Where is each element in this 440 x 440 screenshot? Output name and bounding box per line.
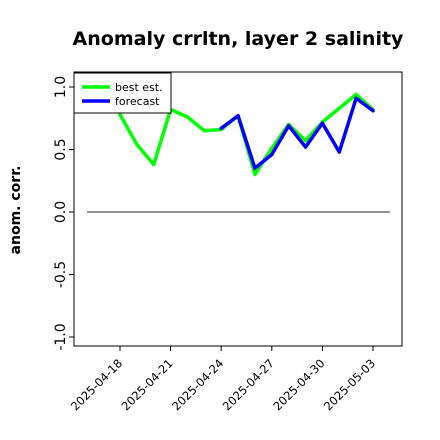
data-point-best-est [185,115,190,119]
data-point-best-est [337,106,341,110]
data-point-forecast [371,109,375,113]
data-point-best-est [270,146,274,150]
data-point-best-est [354,92,358,97]
legend-box [73,72,172,114]
data-point-forecast [303,145,308,149]
x-tick-label: 2025-05-03 [321,356,378,413]
data-point-forecast [236,114,240,118]
x-tick-label: 2025-04-24 [169,356,226,413]
x-tick-label: 2025-04-30 [270,356,327,413]
series-line-forecast [219,96,375,170]
data-point-best-est [135,142,139,147]
y-tick-label: 0.0 [53,201,69,223]
legend-label: best est. [115,81,163,94]
data-point-forecast [320,121,324,125]
data-point-forecast [219,126,223,130]
y-tick-label: -1.0 [53,323,69,350]
data-point-forecast [270,152,274,157]
data-point-forecast [287,124,291,128]
y-axis: -1.0 -0.5 0.0 0.5 1.0 [53,76,74,351]
legend-label: forecast [115,95,160,108]
x-tick-label: 2025-04-18 [68,356,125,413]
data-point-forecast [337,150,341,154]
y-tick-label: -0.5 [53,261,69,288]
y-axis-label: anom. corr. [8,166,24,255]
data-point-forecast [253,166,257,170]
chart-title: Anomaly crrltn, layer 2 salinity [73,28,404,50]
x-tick-label: 2025-04-27 [220,356,277,413]
x-axis: 2025-04-182025-04-212025-04-242025-04-27… [68,346,378,413]
data-point-forecast [354,96,358,100]
data-point-best-est [303,139,308,143]
legend: best est.forecast [73,72,172,114]
data-point-best-est [118,112,122,117]
data-point-best-est [152,162,156,167]
data-point-best-est [253,172,257,177]
x-tick-label: 2025-04-21 [119,356,176,413]
data-point-best-est [202,129,206,133]
y-tick-label: 0.5 [53,138,69,160]
y-tick-label: 1.0 [53,76,69,98]
